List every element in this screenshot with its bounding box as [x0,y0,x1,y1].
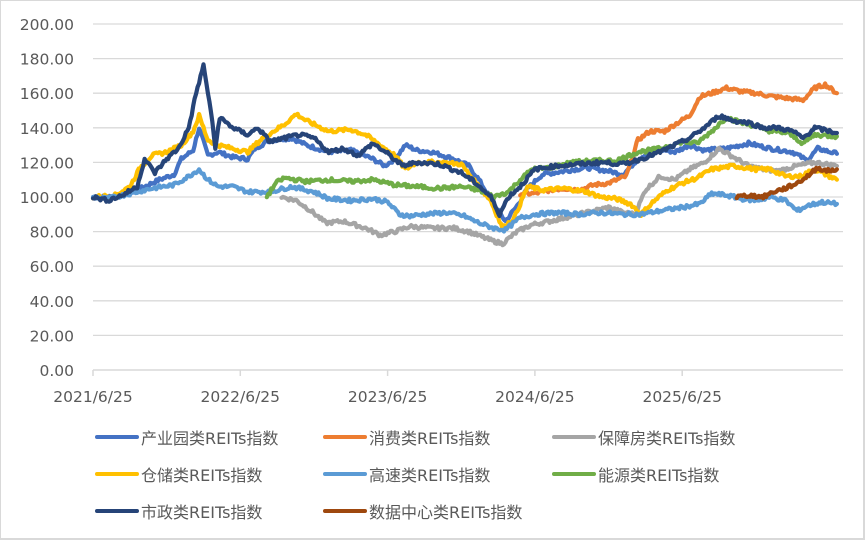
legend-swatch [552,435,596,439]
legend-item-consumer: 消费类REITs指数 [323,424,490,450]
legend-item-industrial-park: 产业园类REITs指数 [95,424,278,450]
legend-item-municipal: 市政类REITs指数 [95,498,262,524]
legend-swatch [323,472,367,476]
x-axis: 2021/6/25 2022/6/25 2023/6/25 2024/6/25 2025… [53,369,843,406]
series-line [90,167,839,234]
y-tick-label: 40.00 [30,293,74,311]
y-axis-ticks: 0.00 20.00 40.00 60.00 80.00 100.00 120.00 140.… [20,16,74,380]
legend-swatch [95,435,139,439]
x-tick-label: 2024/6/25 [495,388,574,406]
x-tick-label: 2021/6/25 [53,388,132,406]
legend-item-energy: 能源类REITs指数 [552,461,719,487]
legend-label: 消费类REITs指数 [369,429,491,448]
x-tick-label: 2022/6/25 [201,388,280,406]
series-line [279,145,839,248]
legend-item-affordable-housing: 保障房类REITs指数 [552,424,735,450]
legend-swatch [552,472,596,476]
series-line [90,111,839,231]
legend-swatch [323,435,367,439]
line-chart: 0.00 20.00 40.00 60.00 80.00 100.00 120.00 140.… [20,16,843,406]
legend-label: 高速类REITs指数 [369,466,491,485]
y-tick-label: 200.00 [20,16,74,34]
legend-label: 能源类REITs指数 [598,466,720,485]
legend-swatch [95,509,139,513]
series-line [90,126,839,224]
y-tick-label: 120.00 [20,154,74,172]
legend-item-highway: 高速类REITs指数 [323,461,490,487]
legend-label: 市政类REITs指数 [141,503,263,522]
y-tick-label: 20.00 [30,327,74,345]
y-tick-label: 180.00 [20,51,74,69]
legend-swatch [323,509,367,513]
y-tick-label: 160.00 [20,85,74,103]
x-tick-label: 2023/6/25 [348,388,427,406]
legend-item-warehousing: 仓储类REITs指数 [95,461,262,487]
series-line [734,165,839,201]
legend-swatch [95,472,139,476]
series-line [90,62,839,219]
x-tick-label: 2025/6/25 [642,388,721,406]
y-tick-label: 140.00 [20,120,74,138]
legend-label: 产业园类REITs指数 [141,429,279,448]
legend-label: 数据中心类REITs指数 [369,503,523,522]
y-tick-label: 80.00 [30,224,74,242]
series-lines [90,62,839,248]
y-tick-label: 100.00 [20,189,74,207]
legend-label: 仓储类REITs指数 [141,466,263,485]
legend-item-data-center: 数据中心类REITs指数 [323,498,522,524]
y-tick-label: 60.00 [30,258,74,276]
y-tick-label: 0.00 [39,362,74,380]
legend-label: 保障房类REITs指数 [598,429,736,448]
